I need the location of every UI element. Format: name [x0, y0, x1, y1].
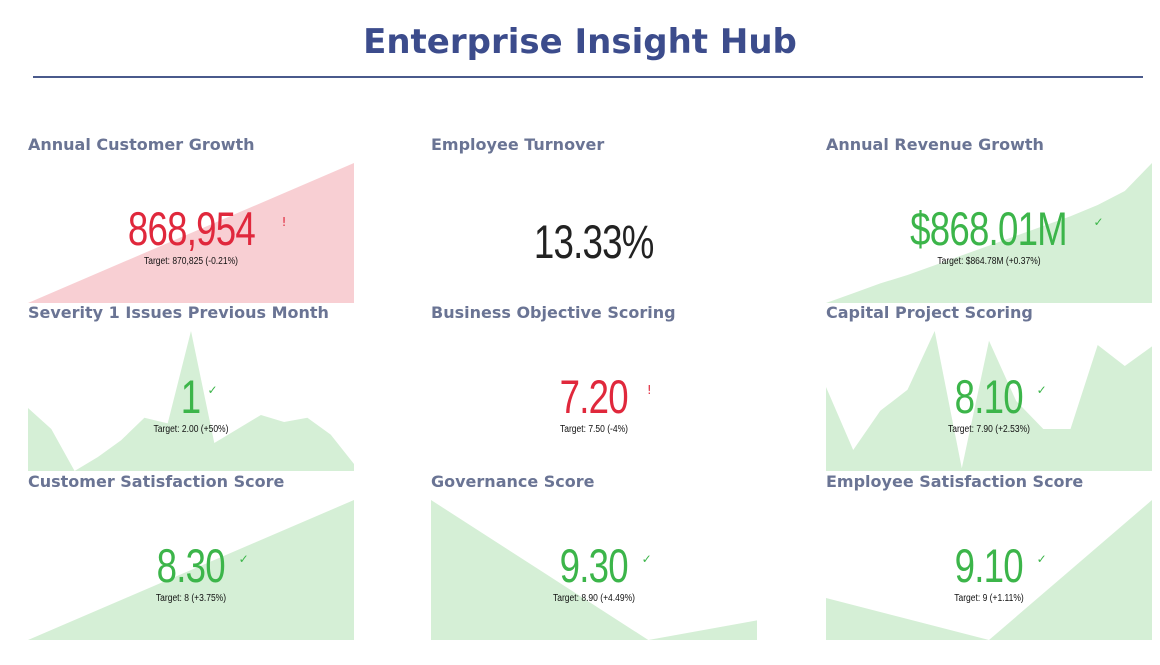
card-title: Governance Score [431, 472, 595, 491]
card-title: Severity 1 Issues Previous Month [28, 303, 329, 322]
kpi-target: Target: 7.90 (+2.53%) [948, 424, 1030, 435]
kpi-value-wrap: 9.10 ✓ [945, 539, 1047, 592]
kpi-value-wrap: 7.20 ! [550, 370, 652, 423]
kpi-value-wrap: 8.10 ✓ [945, 370, 1047, 423]
kpi-value-wrap: 868,954 ! [110, 202, 286, 255]
kpi-value-wrap: 9.30 ✓ [550, 539, 652, 592]
checkmark-icon: ✓ [1036, 552, 1047, 566]
kpi-value: 868,954 [127, 202, 255, 255]
kpi-target: Target: $864.78M (+0.37%) [937, 256, 1041, 267]
kpi-card-annual-revenue-growth[interactable]: Annual Revenue Growth $868.01M ✓ Target:… [826, 135, 1152, 303]
card-title: Business Objective Scoring [431, 303, 676, 322]
kpi-value-wrap: $868.01M ✓ [888, 202, 1104, 255]
kpi-block: 9.10 ✓ Target: 9 (+1.11%) [826, 542, 1152, 604]
page-title: Enterprise Insight Hub [363, 22, 797, 62]
trend-area [431, 500, 757, 640]
trend-area-chart [826, 163, 1152, 303]
kpi-block: 8.10 ✓ Target: 7.90 (+2.53%) [826, 373, 1152, 435]
kpi-value: 1 [181, 370, 201, 423]
kpi-value: $868.01M [910, 202, 1069, 255]
checkmark-icon: ✓ [641, 552, 652, 566]
card-title: Capital Project Scoring [826, 303, 1033, 322]
kpi-value-wrap: 13.33% [517, 218, 670, 265]
trend-area [826, 500, 1152, 640]
card-title: Employee Turnover [431, 135, 605, 154]
kpi-value-wrap: 1 ✓ [178, 370, 217, 423]
kpi-value: 13.33% [534, 215, 654, 268]
kpi-card-business-objective-scoring[interactable]: Business Objective Scoring 7.20 ! Target… [431, 303, 757, 471]
kpi-target: Target: 8.90 (+4.49%) [553, 593, 635, 604]
kpi-block: 13.33% [431, 218, 757, 265]
trend-area [826, 331, 1152, 471]
trend-area-chart [28, 331, 354, 471]
kpi-card-employee-satisfaction-score[interactable]: Employee Satisfaction Score 9.10 ✓ Targe… [826, 472, 1152, 640]
trend-area-chart [28, 163, 354, 303]
kpi-card-annual-customer-growth[interactable]: Annual Customer Growth 868,954 ! Target:… [28, 135, 354, 303]
trend-area [28, 163, 354, 303]
kpi-block: 8.30 ✓ Target: 8 (+3.75%) [28, 542, 354, 604]
kpi-block: 1 ✓ Target: 2.00 (+50%) [28, 373, 354, 435]
exclamation-icon: ! [281, 215, 287, 229]
kpi-block: 868,954 ! Target: 870,825 (-0.21%) [28, 205, 354, 267]
kpi-value: 9.30 [559, 539, 629, 592]
card-title: Annual Revenue Growth [826, 135, 1044, 154]
kpi-target: Target: 2.00 (+50%) [153, 424, 229, 435]
trend-area-chart [826, 500, 1152, 640]
trend-area [28, 331, 354, 471]
kpi-card-severity-1-issues[interactable]: Severity 1 Issues Previous Month 1 ✓ Tar… [28, 303, 354, 471]
kpi-value: 8.10 [954, 370, 1024, 423]
kpi-card-customer-satisfaction-score[interactable]: Customer Satisfaction Score 8.30 ✓ Targe… [28, 472, 354, 640]
checkmark-icon: ✓ [1093, 215, 1104, 229]
checkmark-icon: ✓ [1036, 383, 1047, 397]
trend-area [826, 163, 1152, 303]
kpi-block: 9.30 ✓ Target: 8.90 (+4.49%) [431, 542, 757, 604]
card-title: Customer Satisfaction Score [28, 472, 285, 491]
trend-area-chart [28, 500, 354, 640]
kpi-block: 7.20 ! Target: 7.50 (-4%) [431, 373, 757, 435]
kpi-target: Target: 870,825 (-0.21%) [143, 256, 239, 267]
kpi-card-governance-score[interactable]: Governance Score 9.30 ✓ Target: 8.90 (+4… [431, 472, 757, 640]
checkmark-icon: ✓ [238, 552, 249, 566]
kpi-value: 8.30 [156, 539, 226, 592]
kpi-target: Target: 7.50 (-4%) [559, 424, 629, 435]
kpi-block: $868.01M ✓ Target: $864.78M (+0.37%) [826, 205, 1152, 267]
trend-area-chart [431, 500, 757, 640]
trend-area-chart [826, 331, 1152, 471]
kpi-target: Target: 8 (+3.75%) [155, 593, 227, 604]
kpi-card-capital-project-scoring[interactable]: Capital Project Scoring 8.10 ✓ Target: 7… [826, 303, 1152, 471]
card-title: Annual Customer Growth [28, 135, 255, 154]
checkmark-icon: ✓ [207, 383, 218, 397]
kpi-value: 9.10 [954, 539, 1024, 592]
exclamation-icon: ! [646, 383, 652, 397]
kpi-value-wrap: 8.30 ✓ [147, 539, 249, 592]
trend-area [28, 500, 354, 640]
kpi-card-employee-turnover[interactable]: Employee Turnover 13.33% [431, 135, 757, 303]
card-title: Employee Satisfaction Score [826, 472, 1084, 491]
kpi-value: 7.20 [559, 370, 629, 423]
title-divider [33, 76, 1143, 78]
kpi-target: Target: 9 (+1.11%) [954, 593, 1024, 604]
